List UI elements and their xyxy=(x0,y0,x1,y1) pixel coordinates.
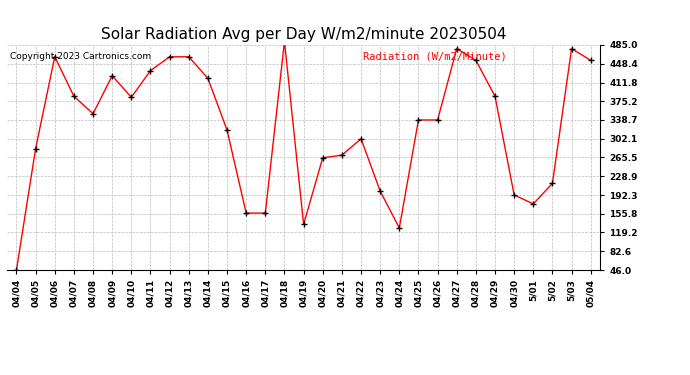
Text: Radiation (W/m2/Minute): Radiation (W/m2/Minute) xyxy=(363,52,506,62)
Title: Solar Radiation Avg per Day W/m2/minute 20230504: Solar Radiation Avg per Day W/m2/minute … xyxy=(101,27,506,42)
Text: Copyright 2023 Cartronics.com: Copyright 2023 Cartronics.com xyxy=(10,52,151,61)
